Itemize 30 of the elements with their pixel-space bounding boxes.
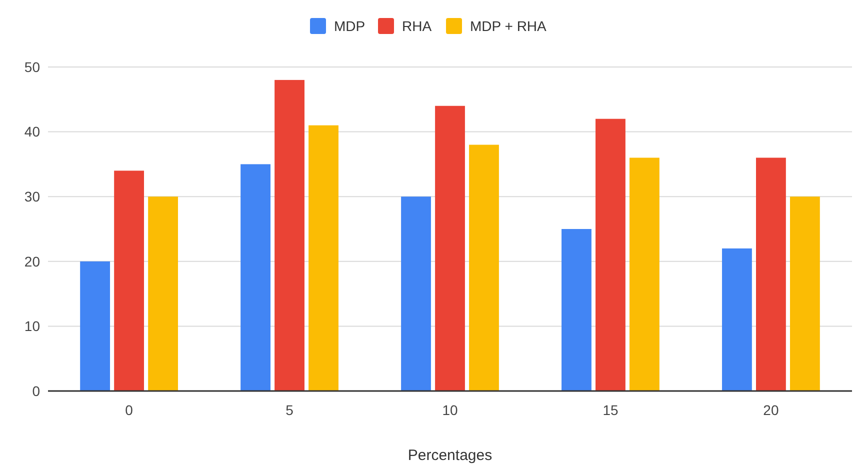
y-tick-label: 30: [24, 188, 40, 204]
y-tick-label: 0: [32, 382, 40, 399]
legend-label: MDP + RHA: [470, 18, 548, 34]
bar: [308, 125, 338, 391]
bar: [596, 118, 626, 391]
x-tick-label: 20: [763, 402, 779, 418]
y-tick-label: 50: [24, 58, 40, 75]
y-tick-label: 40: [24, 124, 40, 140]
bar: [401, 196, 431, 391]
bar: [148, 196, 178, 391]
bar: [469, 144, 499, 391]
bar: [240, 164, 270, 391]
bar: [756, 158, 786, 391]
x-axis-title: Percentages: [408, 447, 492, 464]
bar: [630, 158, 660, 391]
y-tick-label: 10: [24, 318, 40, 334]
bar: [722, 248, 752, 391]
bar: [435, 106, 465, 391]
bar: [114, 170, 144, 391]
x-tick-label: 10: [442, 402, 458, 418]
x-tick-label: 5: [286, 402, 294, 418]
x-tick-label: 0: [125, 402, 134, 418]
bar: [80, 261, 110, 391]
y-tick-label: 20: [24, 253, 40, 270]
legend-label: RHA: [402, 18, 432, 34]
bar: [562, 229, 592, 391]
bar: [790, 196, 820, 391]
x-tick-label: 15: [602, 402, 618, 418]
bar: [274, 80, 304, 391]
legend-label: MDP: [334, 18, 366, 34]
